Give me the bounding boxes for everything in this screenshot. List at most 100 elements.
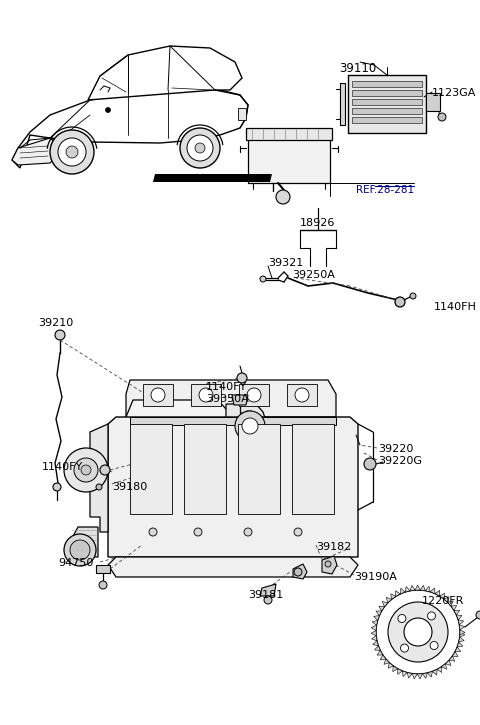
Polygon shape bbox=[108, 557, 358, 577]
Text: 39350A: 39350A bbox=[206, 394, 249, 404]
Polygon shape bbox=[435, 590, 440, 596]
Bar bbox=[130, 417, 336, 425]
Text: 39181: 39181 bbox=[248, 590, 283, 600]
Text: 1123GA: 1123GA bbox=[432, 88, 476, 98]
Circle shape bbox=[294, 568, 302, 576]
Polygon shape bbox=[348, 75, 426, 133]
Polygon shape bbox=[417, 674, 422, 679]
Circle shape bbox=[149, 528, 157, 536]
Polygon shape bbox=[126, 400, 233, 452]
Polygon shape bbox=[340, 83, 345, 125]
Text: 39190A: 39190A bbox=[354, 572, 397, 582]
Polygon shape bbox=[430, 588, 435, 594]
Polygon shape bbox=[386, 597, 392, 602]
Circle shape bbox=[404, 618, 432, 646]
Text: REF.28-281: REF.28-281 bbox=[356, 185, 414, 195]
Polygon shape bbox=[322, 556, 337, 574]
Circle shape bbox=[96, 484, 102, 490]
Circle shape bbox=[428, 612, 435, 620]
Circle shape bbox=[376, 590, 460, 674]
Polygon shape bbox=[456, 615, 462, 620]
Polygon shape bbox=[153, 174, 272, 182]
Polygon shape bbox=[374, 646, 380, 650]
Polygon shape bbox=[246, 128, 332, 140]
Bar bbox=[130, 424, 172, 514]
Polygon shape bbox=[410, 585, 415, 591]
Polygon shape bbox=[70, 527, 98, 557]
Polygon shape bbox=[459, 625, 465, 630]
Bar bbox=[352, 90, 422, 96]
Polygon shape bbox=[384, 659, 389, 664]
Polygon shape bbox=[444, 597, 449, 602]
Bar bbox=[239, 384, 269, 406]
Bar bbox=[287, 384, 317, 406]
Polygon shape bbox=[437, 667, 442, 673]
Polygon shape bbox=[449, 656, 455, 661]
Polygon shape bbox=[458, 620, 464, 625]
Polygon shape bbox=[422, 673, 428, 679]
Circle shape bbox=[410, 293, 416, 299]
Bar bbox=[352, 99, 422, 105]
Polygon shape bbox=[460, 630, 465, 635]
Polygon shape bbox=[457, 642, 463, 647]
Circle shape bbox=[58, 138, 86, 166]
Circle shape bbox=[398, 615, 406, 623]
Circle shape bbox=[430, 642, 438, 650]
Polygon shape bbox=[376, 611, 382, 616]
Circle shape bbox=[81, 465, 91, 475]
Polygon shape bbox=[88, 46, 242, 100]
Text: 1140FY: 1140FY bbox=[42, 462, 83, 472]
Text: 39110: 39110 bbox=[339, 62, 377, 75]
Polygon shape bbox=[426, 93, 440, 111]
Text: 39180: 39180 bbox=[112, 482, 147, 492]
Bar bbox=[292, 424, 334, 514]
Circle shape bbox=[260, 276, 266, 282]
Polygon shape bbox=[293, 564, 307, 579]
Polygon shape bbox=[96, 565, 110, 573]
Polygon shape bbox=[448, 601, 453, 606]
Polygon shape bbox=[372, 641, 378, 646]
Text: 39182: 39182 bbox=[316, 542, 351, 552]
Circle shape bbox=[64, 448, 108, 492]
Polygon shape bbox=[400, 588, 405, 594]
Polygon shape bbox=[459, 637, 464, 642]
Circle shape bbox=[194, 528, 202, 536]
Circle shape bbox=[151, 388, 165, 402]
Text: 1140FH: 1140FH bbox=[434, 302, 477, 312]
Bar bbox=[191, 384, 221, 406]
Polygon shape bbox=[260, 584, 276, 596]
Circle shape bbox=[400, 644, 408, 652]
Circle shape bbox=[276, 190, 290, 204]
Bar bbox=[352, 81, 422, 87]
Polygon shape bbox=[388, 663, 393, 668]
Polygon shape bbox=[460, 632, 465, 637]
Polygon shape bbox=[12, 88, 248, 168]
Bar bbox=[184, 424, 226, 514]
Circle shape bbox=[55, 330, 65, 340]
Polygon shape bbox=[415, 585, 420, 590]
Circle shape bbox=[295, 388, 309, 402]
Circle shape bbox=[66, 146, 78, 158]
Polygon shape bbox=[380, 655, 386, 660]
Bar bbox=[352, 117, 422, 123]
Circle shape bbox=[247, 388, 261, 402]
Polygon shape bbox=[232, 395, 248, 405]
Polygon shape bbox=[377, 650, 383, 655]
Text: 39321: 39321 bbox=[268, 258, 303, 268]
Circle shape bbox=[244, 528, 252, 536]
Polygon shape bbox=[379, 606, 384, 611]
Polygon shape bbox=[451, 605, 457, 610]
Polygon shape bbox=[442, 663, 446, 669]
Circle shape bbox=[476, 611, 480, 619]
Text: 39220: 39220 bbox=[378, 444, 413, 454]
Polygon shape bbox=[455, 647, 461, 652]
Text: 1140FY: 1140FY bbox=[206, 382, 247, 392]
Circle shape bbox=[99, 581, 107, 589]
Circle shape bbox=[50, 130, 94, 174]
Text: 18926: 18926 bbox=[300, 218, 336, 228]
Circle shape bbox=[199, 388, 213, 402]
Polygon shape bbox=[90, 424, 108, 532]
Circle shape bbox=[70, 540, 90, 560]
Polygon shape bbox=[402, 671, 407, 676]
Circle shape bbox=[53, 483, 61, 491]
